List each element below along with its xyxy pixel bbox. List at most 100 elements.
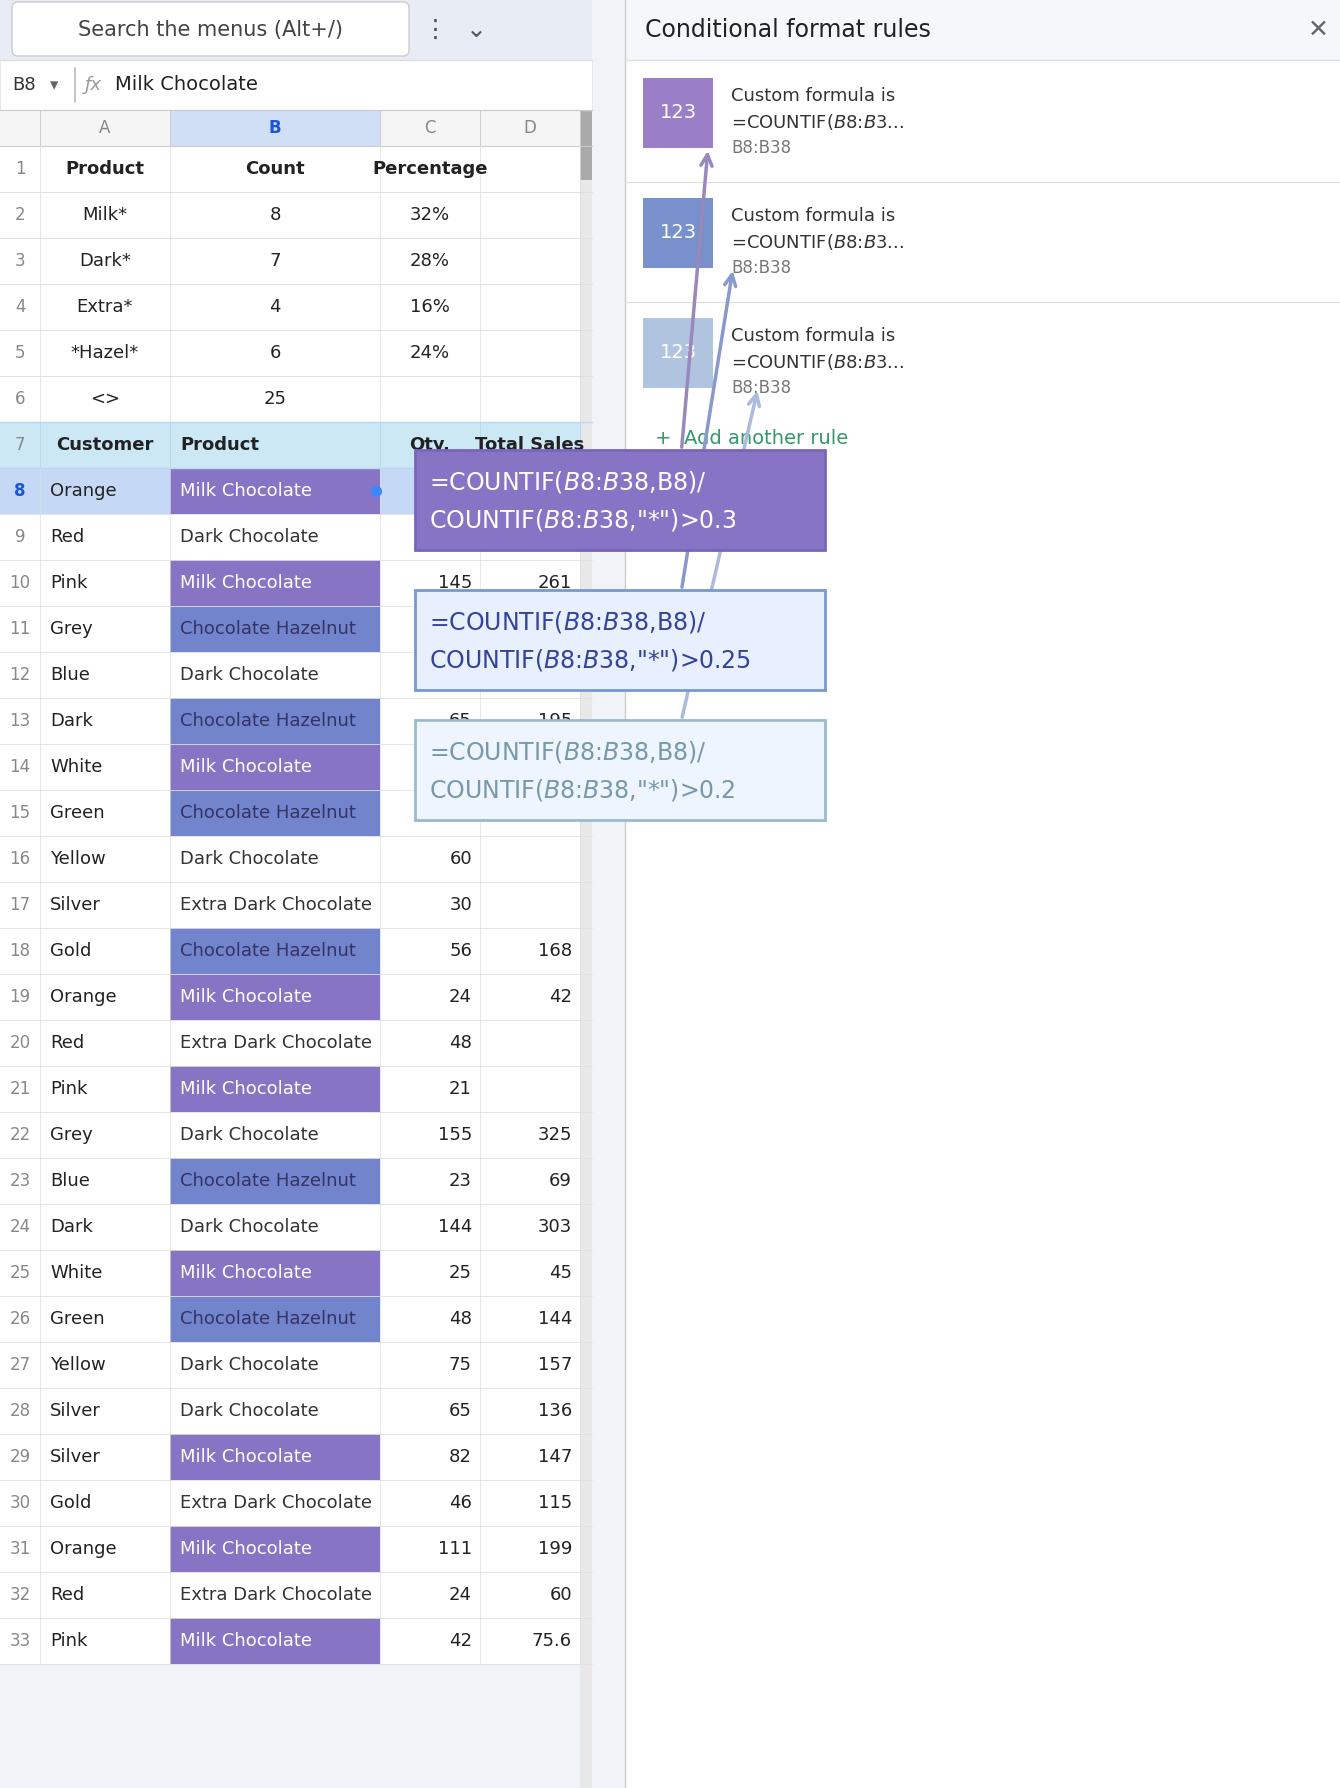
Bar [580,111,592,1788]
Text: Dark Chocolate: Dark Chocolate [180,1126,319,1144]
Bar [0,1618,592,1665]
Text: 147: 147 [537,1448,572,1466]
Text: Dark Chocolate: Dark Chocolate [180,849,319,867]
Text: 441: 441 [537,527,572,545]
Text: 32%: 32% [410,206,450,224]
Text: 7: 7 [269,252,281,270]
Text: Product: Product [180,436,259,454]
Bar [0,375,592,422]
Text: Milk Chocolate: Milk Chocolate [180,1080,312,1098]
Text: Extra Dark Chocolate: Extra Dark Chocolate [180,1586,373,1604]
Text: 25: 25 [264,390,287,408]
Text: 8: 8 [15,483,25,501]
Text: 2: 2 [15,206,25,224]
Text: 115: 115 [537,1495,572,1513]
Bar [0,1434,592,1480]
Text: 3: 3 [15,252,25,270]
Text: A: A [99,120,111,138]
Text: 8: 8 [269,206,280,224]
Bar [0,0,592,61]
Bar [0,1387,592,1434]
Bar [0,1480,592,1525]
Text: 33: 33 [9,1632,31,1650]
Bar [0,606,592,653]
Text: Milk Chocolate: Milk Chocolate [180,1264,312,1282]
Bar [170,1618,381,1665]
Bar [0,1572,592,1618]
Text: 75.6: 75.6 [532,1632,572,1650]
Text: Pink: Pink [50,1080,87,1098]
Text: 9: 9 [15,527,25,545]
Text: Red: Red [50,1033,84,1051]
Text: 14: 14 [9,758,31,776]
Bar [170,1250,381,1296]
Text: 24: 24 [449,1586,472,1604]
Bar [415,451,825,551]
Text: 17: 17 [9,896,31,914]
Text: =COUNTIF($B$8:$B$38,B8)/: =COUNTIF($B$8:$B$38,B8)/ [429,738,706,765]
Text: =COUNTIF($B$8:$B$3...: =COUNTIF($B$8:$B$3... [732,232,905,252]
Bar [643,198,713,268]
Text: Silver: Silver [50,1448,100,1466]
Text: =COUNTIF($B$8:$B$38,B8)/: =COUNTIF($B$8:$B$38,B8)/ [429,610,706,635]
Text: Pink: Pink [50,1632,87,1650]
Text: Chocolate Hazelnut: Chocolate Hazelnut [180,712,356,730]
Text: 13: 13 [9,712,31,730]
Text: Product: Product [66,159,145,179]
Text: Chocolate Hazelnut: Chocolate Hazelnut [180,805,356,822]
Text: 75: 75 [449,1355,472,1373]
Bar [0,111,592,147]
Text: 69: 69 [549,1171,572,1191]
Text: 21: 21 [449,1080,472,1098]
Bar [170,606,381,653]
Text: 26: 26 [9,1311,31,1328]
Bar [580,111,592,181]
Text: COUNTIF($B$8:$B$38,"*")>0.25: COUNTIF($B$8:$B$38,"*")>0.25 [429,647,750,672]
Text: 46: 46 [449,1495,472,1513]
Text: White: White [50,758,102,776]
Text: +  Add another rule: + Add another rule [655,429,848,447]
Text: 144: 144 [537,1311,572,1328]
Text: Percentage: Percentage [373,159,488,179]
Text: Search the menus (Alt+/): Search the menus (Alt+/) [78,20,343,39]
Text: 4: 4 [269,299,281,316]
Text: 210: 210 [438,527,472,545]
Text: 24: 24 [449,989,472,1007]
Bar [170,560,381,606]
Text: Blue: Blue [50,1171,90,1191]
Text: 155: 155 [438,1126,472,1144]
Text: Custom formula is: Custom formula is [732,207,895,225]
Text: 123: 123 [659,343,697,363]
Text: Dark Chocolate: Dark Chocolate [180,665,319,685]
Bar [0,881,592,928]
Text: 42: 42 [549,989,572,1007]
Text: 31: 31 [9,1539,31,1557]
Text: 65: 65 [449,1402,472,1420]
Bar [0,974,592,1019]
Text: 22: 22 [9,1126,31,1144]
Bar [0,1525,592,1572]
Text: Gold: Gold [50,942,91,960]
Text: Chocolate Hazelnut: Chocolate Hazelnut [180,1171,356,1191]
Text: 27: 27 [9,1355,31,1373]
Text: 29: 29 [9,1448,31,1466]
Text: ▾: ▾ [50,77,59,95]
Text: Orange: Orange [50,1539,117,1557]
Text: Yellow: Yellow [50,1355,106,1373]
Text: 56: 56 [449,942,472,960]
Text: 32: 32 [9,1586,31,1604]
Text: 16: 16 [9,849,31,867]
Text: COUNTIF($B$8:$B$38,"*")>0.3: COUNTIF($B$8:$B$38,"*")>0.3 [429,508,737,533]
Text: C: C [425,120,436,138]
Text: B8:B38: B8:B38 [732,259,791,277]
Text: 30: 30 [449,896,472,914]
Bar [624,0,1340,61]
Text: 48: 48 [449,1311,472,1328]
Text: Extra Dark Chocolate: Extra Dark Chocolate [180,1033,373,1051]
Text: Milk Chocolate: Milk Chocolate [180,989,312,1007]
Text: 16%: 16% [410,299,450,316]
Text: Grey: Grey [50,1126,92,1144]
Text: Milk Chocolate: Milk Chocolate [180,1448,312,1466]
Text: 15: 15 [9,805,31,822]
Text: Chocolate Hazelnut: Chocolate Hazelnut [180,942,356,960]
